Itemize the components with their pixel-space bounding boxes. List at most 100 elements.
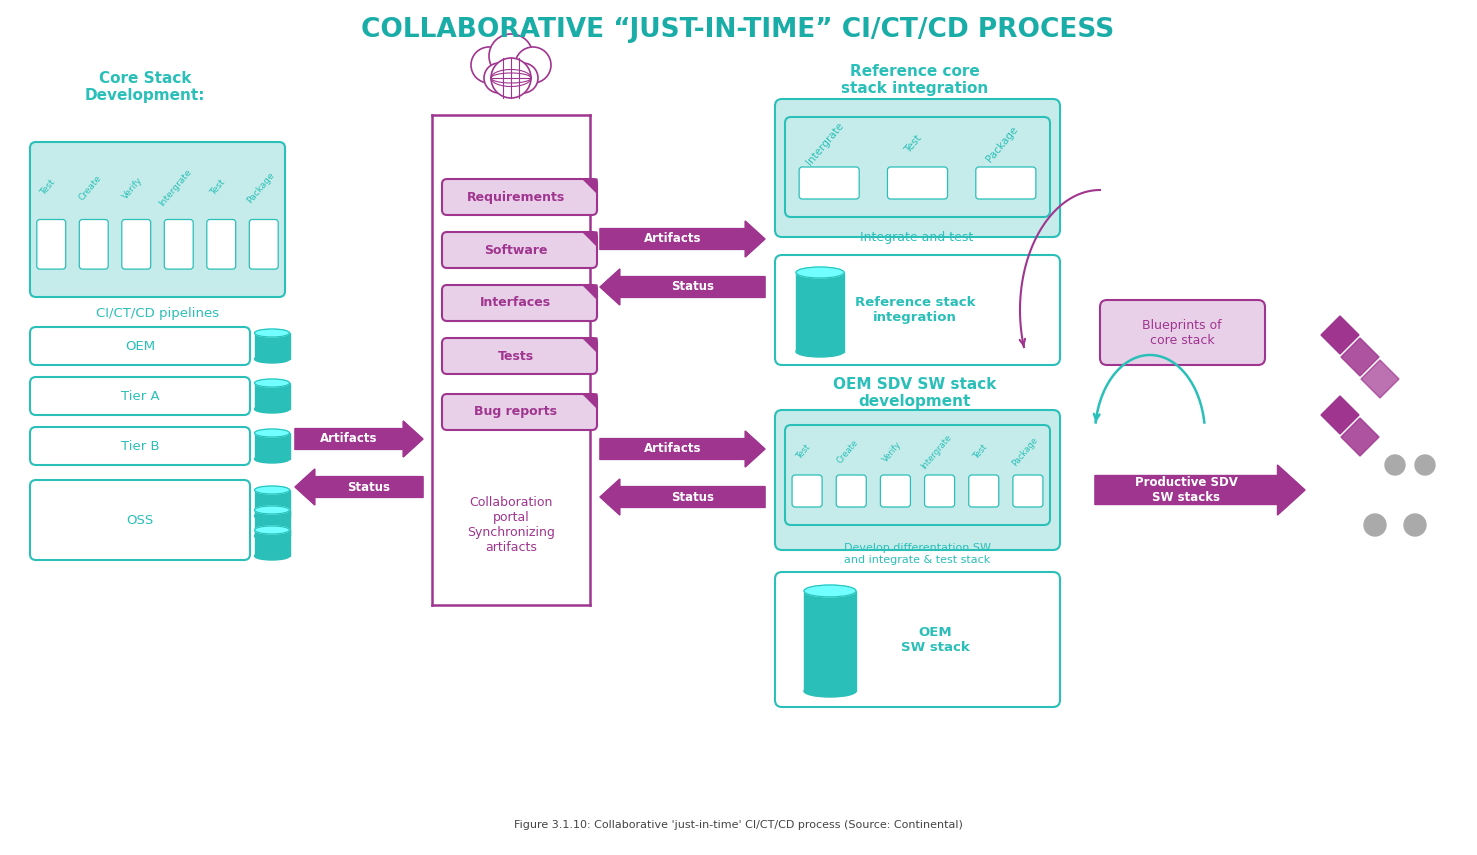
FancyBboxPatch shape	[442, 394, 597, 430]
FancyBboxPatch shape	[30, 327, 250, 365]
FancyBboxPatch shape	[775, 255, 1060, 365]
Bar	[254, 333, 289, 359]
Ellipse shape	[254, 486, 289, 494]
Text: Figure 3.1.10: Collaborative 'just-in-time' CI/CT/CD process (Source: Continenta: Figure 3.1.10: Collaborative 'just-in-ti…	[514, 820, 963, 830]
FancyBboxPatch shape	[1013, 475, 1043, 507]
Text: Test: Test	[904, 133, 925, 155]
FancyBboxPatch shape	[250, 220, 278, 269]
Text: Develop differentation SW
and integrate & test stack: Develop differentation SW and integrate …	[843, 543, 991, 564]
Polygon shape	[600, 221, 765, 257]
Text: OEM: OEM	[126, 339, 155, 352]
Ellipse shape	[254, 379, 289, 387]
Text: OEM SDV SW stack
development: OEM SDV SW stack development	[833, 377, 997, 410]
FancyBboxPatch shape	[784, 425, 1050, 525]
Text: Tier B: Tier B	[121, 439, 160, 452]
Polygon shape	[583, 285, 597, 299]
Text: OEM
SW stack: OEM SW stack	[901, 626, 969, 654]
FancyBboxPatch shape	[775, 572, 1060, 707]
Polygon shape	[600, 479, 765, 515]
Text: Integrate and test: Integrate and test	[861, 231, 973, 244]
FancyBboxPatch shape	[775, 99, 1060, 237]
Bar	[796, 273, 843, 351]
FancyBboxPatch shape	[164, 220, 193, 269]
Text: Reference core
stack integration: Reference core stack integration	[842, 64, 988, 97]
Text: Verify: Verify	[880, 440, 902, 464]
Bar	[254, 383, 289, 409]
Circle shape	[490, 58, 532, 98]
Text: Artifacts: Artifacts	[321, 433, 378, 445]
Text: Artifacts: Artifacts	[644, 233, 702, 245]
FancyBboxPatch shape	[37, 220, 65, 269]
Text: Package: Package	[1010, 436, 1040, 469]
FancyBboxPatch shape	[30, 427, 250, 465]
Text: Status: Status	[347, 481, 390, 493]
Text: Core Stack
Development:: Core Stack Development:	[84, 71, 205, 103]
Polygon shape	[1320, 396, 1359, 434]
Ellipse shape	[254, 532, 289, 540]
Ellipse shape	[254, 512, 289, 520]
FancyBboxPatch shape	[30, 480, 250, 560]
Text: Package: Package	[984, 124, 1019, 163]
Text: Intergrate: Intergrate	[157, 168, 193, 208]
Polygon shape	[583, 179, 597, 193]
FancyBboxPatch shape	[775, 410, 1060, 550]
Bar	[254, 433, 289, 459]
Bar	[254, 530, 289, 556]
Ellipse shape	[254, 355, 289, 363]
Bar	[254, 490, 289, 516]
FancyBboxPatch shape	[799, 167, 860, 199]
Polygon shape	[295, 469, 422, 505]
Text: Interfaces: Interfaces	[480, 297, 551, 310]
Text: Blueprints of
core stack: Blueprints of core stack	[1142, 319, 1221, 347]
FancyBboxPatch shape	[30, 377, 250, 415]
Text: Create: Create	[77, 174, 103, 203]
Bar	[254, 510, 289, 536]
Ellipse shape	[254, 429, 289, 437]
Circle shape	[1405, 514, 1425, 536]
Text: Test: Test	[38, 178, 58, 198]
Circle shape	[508, 63, 538, 93]
Polygon shape	[1341, 418, 1380, 456]
Text: Software: Software	[484, 244, 548, 256]
Ellipse shape	[254, 526, 289, 534]
Text: CI/CT/CD pipelines: CI/CT/CD pipelines	[96, 307, 219, 320]
Text: Status: Status	[671, 280, 713, 293]
FancyBboxPatch shape	[888, 167, 948, 199]
Text: Artifacts: Artifacts	[644, 443, 702, 456]
FancyBboxPatch shape	[207, 220, 236, 269]
Text: Tests: Tests	[498, 350, 533, 363]
Circle shape	[1363, 514, 1385, 536]
Polygon shape	[583, 232, 597, 246]
Text: Productive SDV
SW stacks: Productive SDV SW stacks	[1134, 476, 1238, 504]
FancyBboxPatch shape	[442, 232, 597, 268]
FancyBboxPatch shape	[792, 475, 823, 507]
Circle shape	[1385, 455, 1405, 475]
Text: Intergrate: Intergrate	[919, 433, 953, 471]
Text: OSS: OSS	[127, 514, 154, 527]
Polygon shape	[1360, 360, 1399, 398]
Text: Test: Test	[795, 443, 812, 462]
FancyBboxPatch shape	[442, 285, 597, 321]
Polygon shape	[295, 421, 422, 457]
Circle shape	[489, 34, 533, 78]
Polygon shape	[600, 431, 765, 467]
Ellipse shape	[796, 267, 843, 278]
Polygon shape	[600, 269, 765, 305]
Ellipse shape	[254, 506, 289, 514]
FancyBboxPatch shape	[442, 338, 597, 374]
Text: Verify: Verify	[121, 175, 145, 201]
Text: Create: Create	[836, 439, 860, 466]
Ellipse shape	[254, 329, 289, 337]
Polygon shape	[1094, 465, 1306, 515]
Text: Requirements: Requirements	[467, 191, 564, 203]
Circle shape	[1415, 455, 1436, 475]
Text: Test: Test	[208, 178, 227, 198]
Ellipse shape	[254, 405, 289, 413]
Text: Reference stack
integration: Reference stack integration	[855, 296, 975, 324]
FancyBboxPatch shape	[80, 220, 108, 269]
Text: Package: Package	[245, 170, 276, 205]
Polygon shape	[1320, 316, 1359, 354]
Circle shape	[515, 47, 551, 83]
Ellipse shape	[254, 552, 289, 560]
Ellipse shape	[803, 685, 857, 697]
